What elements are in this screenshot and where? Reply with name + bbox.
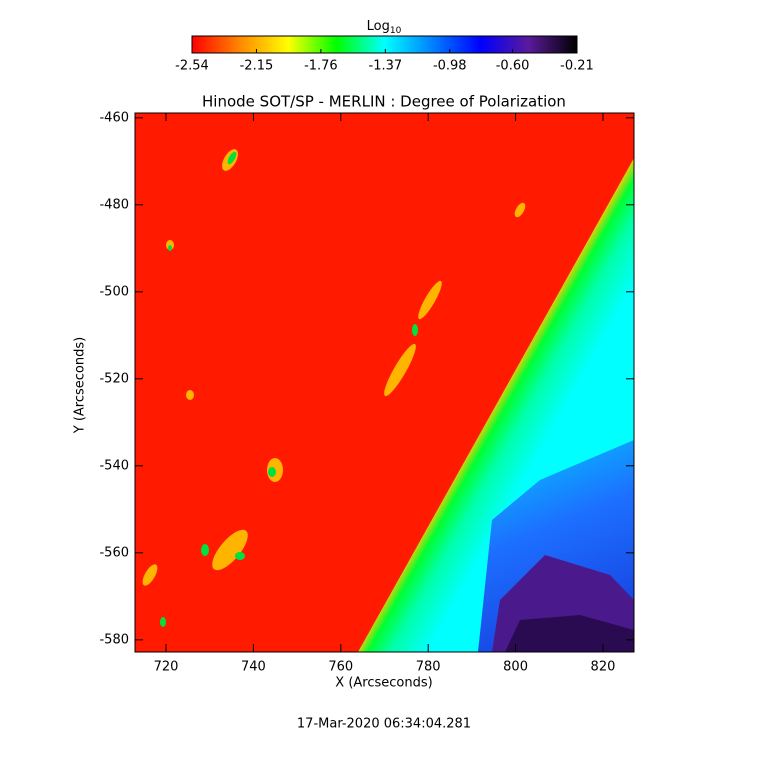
colorbar-tick-label: -2.15 <box>240 59 274 74</box>
x-tick-label: 820 <box>591 660 616 675</box>
y-tick-label: -480 <box>99 197 129 212</box>
colorbar-label-text: Log <box>367 19 390 34</box>
colorbar-tick-label: -0.60 <box>496 59 530 74</box>
heatmap-image <box>135 113 634 652</box>
colorbar-tick-label: -1.76 <box>304 59 338 74</box>
colorbar-tick-label: -0.98 <box>433 59 467 74</box>
x-tick-label: 740 <box>241 660 266 675</box>
x-axis-label: X (Arcseconds) <box>335 676 432 691</box>
colorbar-label: Log10 <box>367 19 402 36</box>
x-tick-label: 720 <box>154 660 179 675</box>
y-tick-label: -520 <box>99 371 129 386</box>
footer-timestamp: 17-Mar-2020 06:34:04.281 <box>297 717 471 732</box>
y-tick-label: -580 <box>99 632 129 647</box>
y-tick-label: -500 <box>99 284 129 299</box>
plot-frame <box>134 112 635 653</box>
y-tick-label: -460 <box>99 110 129 125</box>
y-tick-label: -540 <box>99 458 129 473</box>
x-tick-label: 800 <box>503 660 528 675</box>
colorbar <box>191 35 578 54</box>
y-axis-label: Y (Arcseconds) <box>73 337 88 434</box>
colorbar-tick-label: -0.21 <box>560 59 594 74</box>
x-tick-label: 760 <box>328 660 353 675</box>
colorbar-tick-label: -2.54 <box>175 59 209 74</box>
colorbar-tick-label: -1.37 <box>369 59 403 74</box>
chart-title: Hinode SOT/SP - MERLIN : Degree of Polar… <box>202 93 566 111</box>
colorbar-label-subscript: 10 <box>390 26 402 36</box>
x-tick-label: 780 <box>416 660 441 675</box>
y-tick-label: -560 <box>99 545 129 560</box>
